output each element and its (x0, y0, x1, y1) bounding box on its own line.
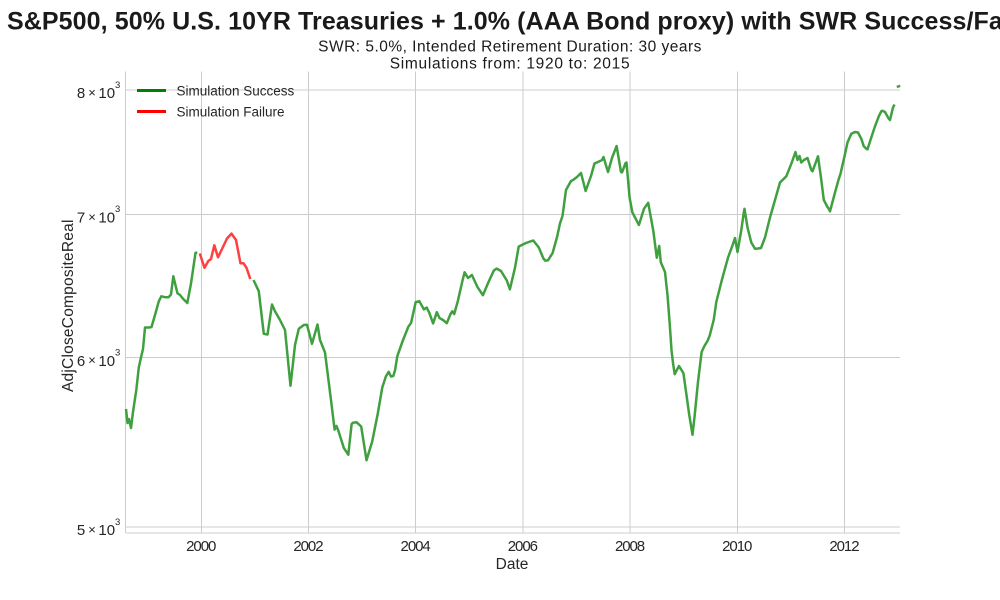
svg-text:2006: 2006 (508, 538, 538, 555)
svg-text:×: × (88, 353, 96, 368)
svg-text:3: 3 (115, 204, 120, 215)
svg-text:3: 3 (115, 517, 120, 528)
svg-text:Simulations from: 1920 to: 201: Simulations from: 1920 to: 2015 (390, 55, 631, 72)
svg-text:×: × (88, 522, 96, 537)
svg-text:10: 10 (98, 522, 115, 539)
svg-text:2000: 2000 (186, 538, 216, 555)
svg-text:SWR: 5.0%, Intended Retirement: SWR: 5.0%, Intended Retirement Duration:… (318, 39, 702, 56)
svg-text:8: 8 (77, 85, 85, 102)
svg-text:2008: 2008 (615, 538, 645, 555)
svg-text:×: × (88, 85, 96, 100)
svg-text:10: 10 (98, 210, 115, 227)
svg-text:Simulation Success: Simulation Success (177, 83, 295, 98)
svg-text:2002: 2002 (293, 538, 323, 555)
svg-text:S&P500, 50% U.S. 10YR Treasuri: S&P500, 50% U.S. 10YR Treasuries + 1.0% … (7, 8, 1000, 36)
svg-text:2010: 2010 (722, 538, 752, 555)
svg-text:5: 5 (77, 522, 85, 539)
svg-text:Simulation Failure: Simulation Failure (177, 104, 285, 119)
svg-text:3: 3 (115, 80, 120, 91)
svg-text:Date: Date (496, 556, 529, 573)
svg-text:AdjCloseCompositeReal: AdjCloseCompositeReal (60, 219, 77, 392)
svg-text:2012: 2012 (829, 538, 859, 555)
svg-text:×: × (88, 209, 96, 224)
svg-text:2004: 2004 (401, 538, 431, 555)
svg-text:7: 7 (77, 210, 85, 227)
svg-text:10: 10 (98, 85, 115, 102)
svg-text:10: 10 (98, 353, 115, 370)
svg-text:3: 3 (115, 347, 120, 358)
svg-text:6: 6 (77, 353, 85, 370)
